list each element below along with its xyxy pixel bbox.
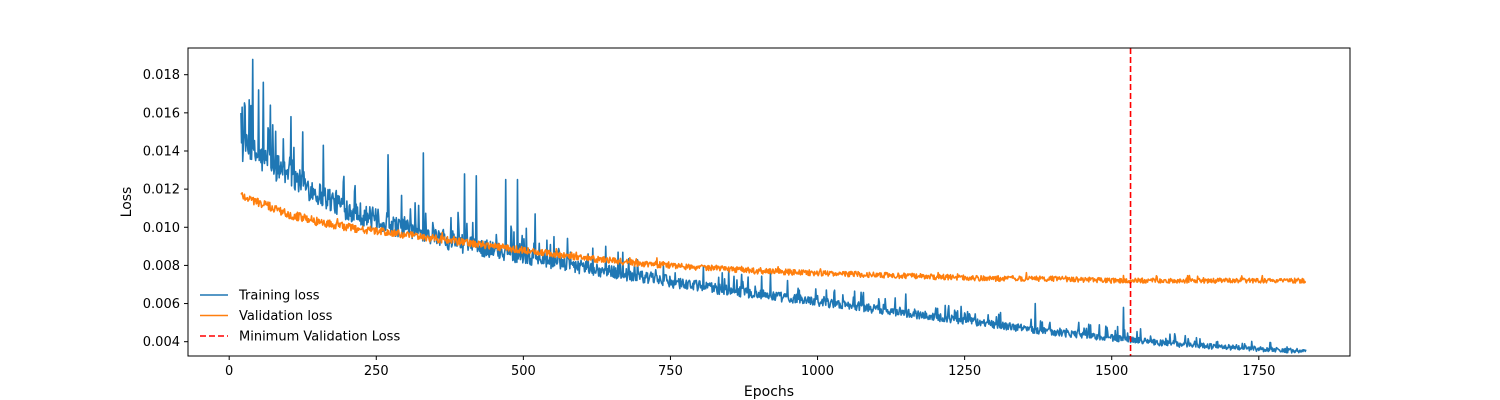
y-axis: 0.004 0.006 0.008 0.010 0.012 0.014 0.016 0.018 xyxy=(143,68,188,350)
x-tick-label: 1000 xyxy=(801,364,834,379)
legend-label-min-validation: Minimum Validation Loss xyxy=(239,330,400,345)
y-tick-label: 0.014 xyxy=(143,144,180,159)
x-tick-label: 500 xyxy=(511,364,536,379)
y-tick-label: 0.012 xyxy=(143,183,180,198)
x-tick-label: 250 xyxy=(364,364,389,379)
legend-label-validation: Validation loss xyxy=(239,309,333,324)
x-tick-label: 1500 xyxy=(1095,364,1128,379)
x-tick-label: 0 xyxy=(225,364,233,379)
y-axis-label: Loss xyxy=(119,187,135,218)
series-validation-loss xyxy=(240,192,1307,284)
y-tick-label: 0.010 xyxy=(143,221,180,236)
y-tick-label: 0.008 xyxy=(143,259,180,274)
x-axis-label: Epochs xyxy=(744,384,794,400)
plot-area xyxy=(240,48,1307,356)
x-tick-label: 750 xyxy=(658,364,683,379)
y-tick-label: 0.004 xyxy=(143,335,180,350)
x-tick-label: 1750 xyxy=(1242,364,1275,379)
y-tick-label: 0.018 xyxy=(143,68,180,83)
x-tick-label: 1250 xyxy=(948,364,981,379)
series-training-loss xyxy=(240,58,1307,354)
legend: Training loss Validation loss Minimum Va… xyxy=(200,289,400,345)
axes-frame xyxy=(187,47,1351,357)
x-axis: 0 250 500 750 1000 1250 1500 1750 xyxy=(225,356,1275,379)
y-tick-label: 0.006 xyxy=(143,297,180,312)
legend-label-training: Training loss xyxy=(238,289,320,304)
y-tick-label: 0.016 xyxy=(143,106,180,121)
